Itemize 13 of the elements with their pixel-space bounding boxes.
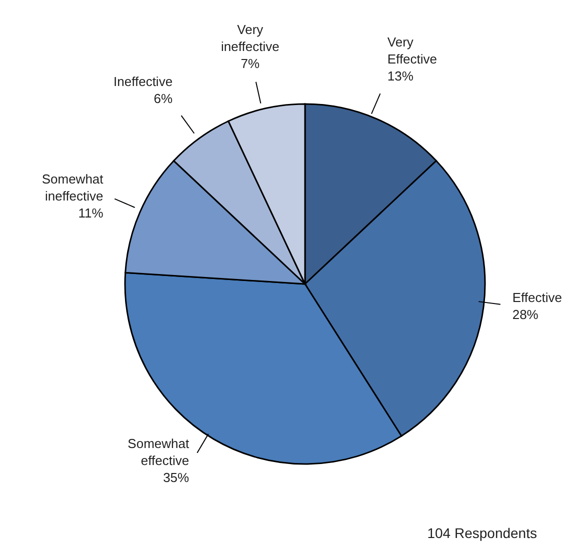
data-label: 11% bbox=[78, 206, 104, 221]
data-label: 28% bbox=[512, 306, 539, 322]
slice-label: Very ineffective bbox=[221, 22, 280, 54]
slice-label: Somewhat effective bbox=[128, 436, 190, 468]
data-label: 35% bbox=[163, 470, 190, 485]
slice-label: Somewhat ineffective bbox=[42, 172, 104, 204]
text: 104 Respondents bbox=[427, 525, 537, 541]
slice-label: Ineffective bbox=[114, 74, 173, 90]
slice-label: Very Effective bbox=[387, 34, 438, 66]
slice-label: Effective bbox=[512, 290, 562, 305]
data-label: 13% bbox=[387, 68, 414, 84]
data-label: 7% bbox=[240, 56, 260, 72]
data-label: 6% bbox=[154, 91, 173, 106]
